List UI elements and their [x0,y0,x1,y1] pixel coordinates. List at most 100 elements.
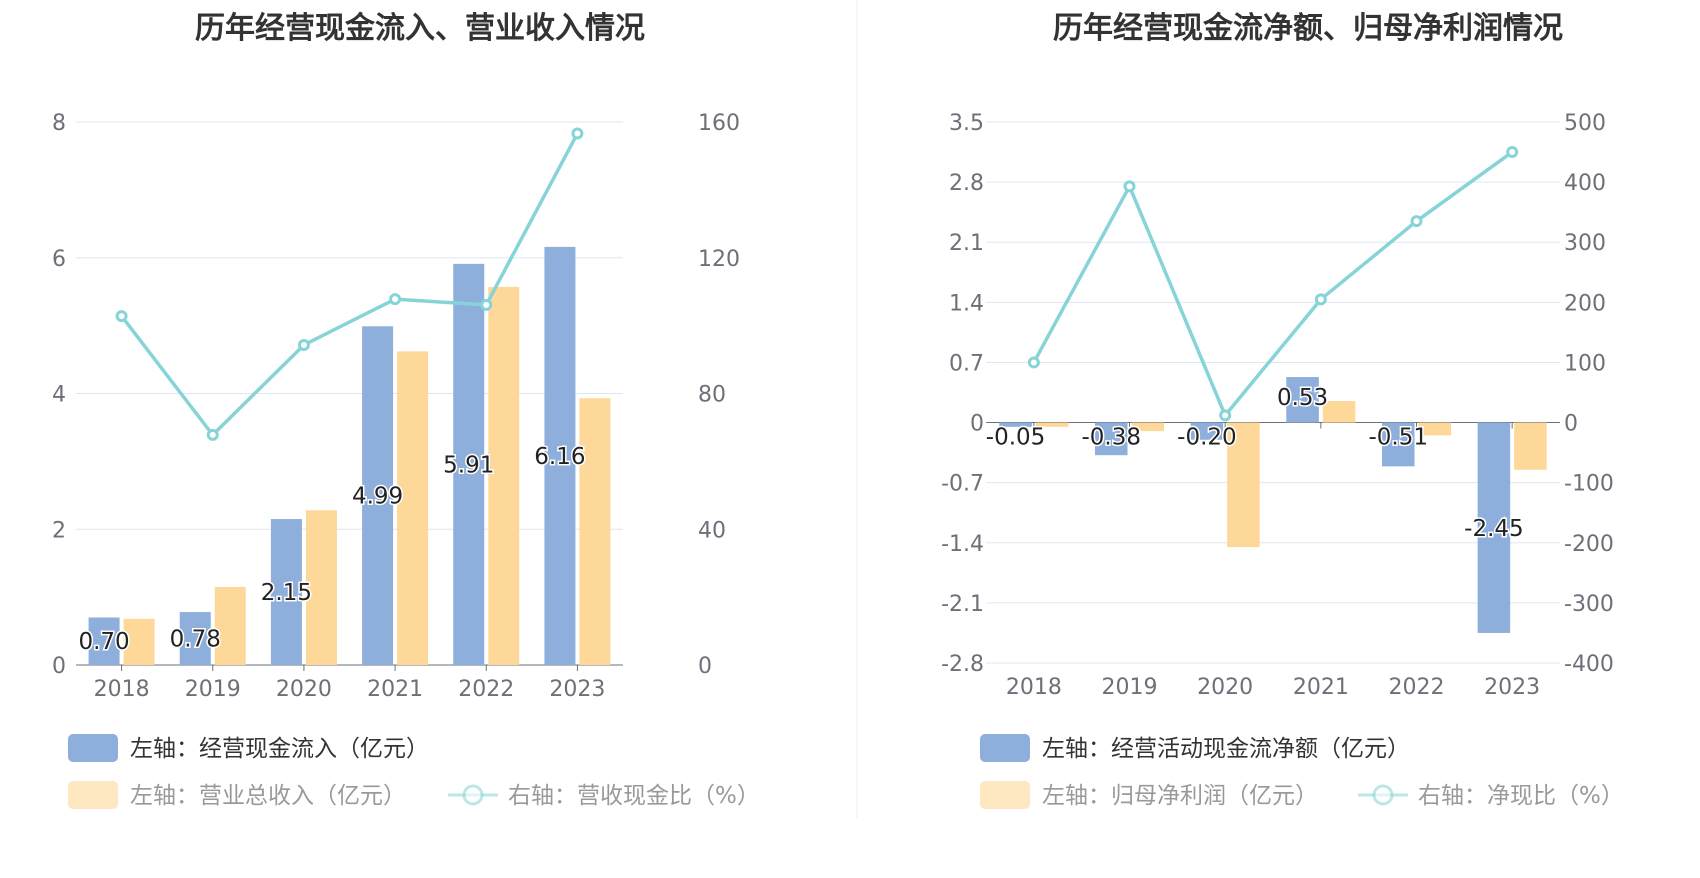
left-axis-tick-label: 0 [970,412,984,437]
bar-primary [1381,422,1415,467]
ratio-point [389,293,402,306]
ratio-point [115,310,128,323]
bar-secondary [214,586,246,665]
ratio-point [297,338,310,351]
x-axis-category-label: 2020 [1197,675,1253,700]
ratio-line [1032,150,1514,419]
legend-label: 左轴：营业总收入（亿元） [130,783,406,809]
right-axis-tick-label: -100 [1564,472,1614,497]
ratio-point [1410,215,1423,228]
right-axis-tick-label: 300 [1564,231,1606,256]
x-axis-category-label: 2023 [1484,675,1540,700]
right-axis-tick-label: 400 [1564,171,1606,196]
bar-primary [88,617,120,665]
legend-label: 左轴：经营现金流入（亿元） [130,736,429,762]
legend-swatch-bar-primary [68,734,118,762]
bar-data-label: 4.99 [352,484,403,510]
bar-primary [1286,377,1319,423]
ratio-line [120,132,579,438]
right-axis-tick-label: 0 [698,654,712,679]
ratio-point [1506,146,1519,159]
chart-title: 历年经营现金流净额、归母净利润情况 [1053,11,1563,46]
chart-title: 历年经营现金流入、营业收入情况 [195,11,645,46]
legend-label: 右轴：净现比（%） [1418,783,1624,809]
left-axis-tick-label: 0 [52,654,66,679]
legend-swatch-line-marker [1372,784,1394,806]
legend-label: 右轴：营收现金比（%） [508,783,760,809]
right-axis-tick-label: -400 [1564,652,1614,677]
bar-secondary [1131,422,1165,432]
bar-data-label: -0.20 [1177,425,1237,451]
bar-primary [999,422,1032,427]
bar-secondary [1418,422,1452,436]
bar-primary [453,263,485,665]
x-axis-category-label: 2021 [367,677,423,702]
ratio-point [206,428,219,441]
ratio-point [1219,409,1232,422]
left-axis-tick-label: 8 [52,111,66,136]
left-axis-tick-label: -1.4 [941,532,984,557]
right-axis-tick-label: 80 [698,383,726,408]
bar-secondary [1227,422,1260,548]
bar-secondary [123,618,155,665]
x-axis-category-label: 2018 [1006,675,1062,700]
x-axis-category-label: 2022 [458,677,514,702]
bar-primary [544,246,576,665]
bar-secondary [1514,422,1547,470]
bar-secondary [397,351,429,665]
x-axis-category-label: 2020 [276,677,332,702]
left-axis-tick-label: 2.8 [949,171,984,196]
bar-primary [1190,422,1224,440]
right-axis-tick-label: 500 [1564,111,1606,136]
legend-swatch-bar-primary [980,734,1030,762]
ratio-point [571,127,584,140]
bar-secondary [488,286,520,665]
ratio-point [480,298,493,311]
legend-label: 左轴：经营活动现金流净额（亿元） [1042,736,1410,762]
bar-data-label: 2.15 [261,580,312,606]
bar-secondary [305,510,337,665]
x-axis-category-label: 2019 [1102,675,1158,700]
bar-primary [270,519,302,665]
bar-data-label: 6.16 [534,444,585,470]
bar-primary [179,612,211,665]
left-axis-tick-label: 3.5 [949,111,984,136]
legend-swatch-bar-secondary [68,781,118,809]
right-axis-tick-label: 160 [698,111,740,136]
bar-secondary [1035,422,1069,427]
ratio-point [1027,356,1040,369]
x-axis-category-label: 2022 [1389,675,1445,700]
left-axis-tick-label: 4 [52,383,66,408]
x-axis-category-label: 2019 [185,677,241,702]
chart-net-cashflow-profit: 历年经营现金流净额、归母净利润情况 3.5 2.8 2.1 1.4 0.7 0 -0.7 -1.… [941,11,1624,809]
bar-data-label: -0.38 [1081,425,1141,451]
left-axis-tick-label: 6 [52,247,66,272]
ratio-point [1123,180,1136,193]
bar-primary [362,326,394,665]
right-axis-tick-label: 200 [1564,291,1606,316]
left-axis-tick-label: 0.7 [949,351,984,376]
bar-data-label: -2.45 [1464,516,1524,542]
legend-label: 左轴：归母净利润（亿元） [1042,783,1318,809]
x-axis-category-label: 2021 [1293,675,1349,700]
bar-data-label: -0.05 [986,425,1046,451]
bar-data-label: 5.91 [443,452,494,478]
bar-primary [1477,422,1511,633]
left-axis-tick-label: -2.1 [941,592,984,617]
bar-data-label: 0.70 [78,629,129,655]
left-axis-tick-label: 2 [52,518,66,543]
left-axis-tick-label: 2.1 [949,231,984,256]
bar-primary [1094,422,1128,456]
bar-secondary [579,398,611,665]
x-axis-category-label: 2018 [94,677,150,702]
left-axis-tick-label: -2.8 [941,652,984,677]
left-axis-tick-label: 1.4 [949,291,984,316]
right-axis-tick-label: 100 [1564,351,1606,376]
legend-swatch-line-marker [462,784,484,806]
bar-data-label: 0.53 [1277,385,1328,411]
right-axis-tick-label: 0 [1564,412,1578,437]
bar-data-label: -0.51 [1368,425,1428,451]
